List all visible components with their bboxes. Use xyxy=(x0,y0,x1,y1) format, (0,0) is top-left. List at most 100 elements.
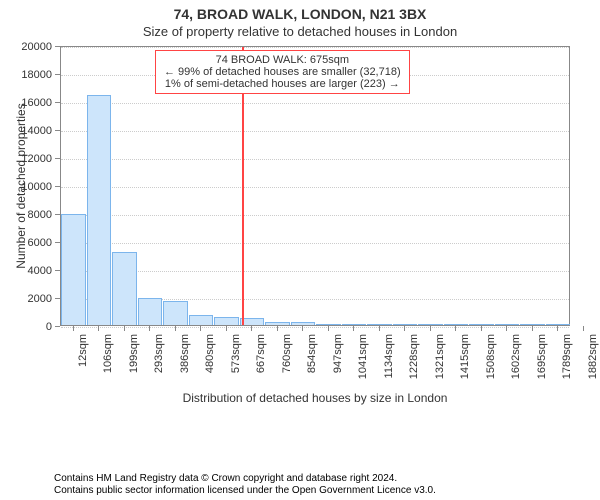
xtick-label: 947sqm xyxy=(332,334,344,394)
bar xyxy=(189,315,214,325)
xtick-mark xyxy=(73,326,74,331)
ytick-label: 10000 xyxy=(0,181,52,193)
gridline xyxy=(61,243,569,244)
ytick-label: 14000 xyxy=(0,125,52,137)
xtick-label: 106sqm xyxy=(102,334,114,394)
bar xyxy=(495,324,520,325)
xtick-mark xyxy=(251,326,252,331)
xtick-label: 1134sqm xyxy=(383,334,395,394)
xtick-mark xyxy=(455,326,456,331)
credit-line1: Contains HM Land Registry data © Crown c… xyxy=(54,473,397,484)
ytick-mark xyxy=(55,270,60,271)
credit-line2: Contains public sector information licen… xyxy=(54,485,436,496)
chart-title: 74, BROAD WALK, LONDON, N21 3BX xyxy=(8,6,592,22)
xtick-mark xyxy=(404,326,405,331)
bar xyxy=(265,322,290,325)
gridline xyxy=(61,187,569,188)
xtick-label: 573sqm xyxy=(230,334,242,394)
xtick-mark xyxy=(302,326,303,331)
ytick-label: 20000 xyxy=(0,41,52,53)
xtick-label: 1695sqm xyxy=(536,334,548,394)
xtick-mark xyxy=(328,326,329,331)
bar xyxy=(291,322,316,325)
xtick-label: 1508sqm xyxy=(485,334,497,394)
xtick-label: 386sqm xyxy=(179,334,191,394)
gridline xyxy=(61,103,569,104)
bar xyxy=(342,324,367,325)
xtick-mark xyxy=(98,326,99,331)
ytick-mark xyxy=(55,186,60,187)
xtick-label: 1882sqm xyxy=(587,334,599,394)
ytick-mark xyxy=(55,298,60,299)
bar xyxy=(87,95,112,325)
xtick-mark xyxy=(277,326,278,331)
bar xyxy=(214,317,239,325)
bar xyxy=(163,301,188,325)
gridline xyxy=(61,131,569,132)
ytick-label: 8000 xyxy=(0,209,52,221)
annotation-line1: 74 BROAD WALK: 675sqm xyxy=(164,54,401,66)
ytick-label: 16000 xyxy=(0,97,52,109)
ytick-mark xyxy=(55,74,60,75)
ytick-mark xyxy=(55,242,60,243)
xtick-mark xyxy=(557,326,558,331)
xtick-mark xyxy=(175,326,176,331)
xtick-label: 1602sqm xyxy=(510,334,522,394)
xtick-mark xyxy=(583,326,584,331)
annotation-box: 74 BROAD WALK: 675sqm ← 99% of detached … xyxy=(155,50,410,94)
xtick-label: 199sqm xyxy=(128,334,140,394)
ytick-mark xyxy=(55,102,60,103)
xtick-mark xyxy=(226,326,227,331)
xtick-label: 480sqm xyxy=(204,334,216,394)
ytick-label: 0 xyxy=(0,321,52,333)
bar xyxy=(393,324,418,325)
gridline xyxy=(61,47,569,48)
xtick-label: 1789sqm xyxy=(561,334,573,394)
xtick-label: 1321sqm xyxy=(434,334,446,394)
ytick-mark xyxy=(55,158,60,159)
annotation-line2: ← 99% of detached houses are smaller (32… xyxy=(164,66,401,78)
xtick-label: 1228sqm xyxy=(408,334,420,394)
xtick-label: 1041sqm xyxy=(357,334,369,394)
bar xyxy=(367,324,392,325)
xtick-mark xyxy=(124,326,125,331)
xtick-mark xyxy=(532,326,533,331)
bar xyxy=(520,324,545,325)
xtick-mark xyxy=(430,326,431,331)
annotation-line3: 1% of semi-detached houses are larger (2… xyxy=(164,78,401,90)
ytick-label: 12000 xyxy=(0,153,52,165)
bar xyxy=(138,298,163,325)
xtick-label: 12sqm xyxy=(77,334,89,394)
xtick-label: 1415sqm xyxy=(459,334,471,394)
gridline xyxy=(61,215,569,216)
bar xyxy=(546,324,571,325)
xtick-label: 760sqm xyxy=(281,334,293,394)
ytick-label: 6000 xyxy=(0,237,52,249)
bar xyxy=(444,324,469,325)
xtick-mark xyxy=(481,326,482,331)
ytick-mark xyxy=(55,326,60,327)
xtick-label: 667sqm xyxy=(255,334,267,394)
xtick-mark xyxy=(506,326,507,331)
bar xyxy=(112,252,137,325)
gridline xyxy=(61,327,569,328)
bar xyxy=(418,324,443,325)
ytick-label: 2000 xyxy=(0,293,52,305)
bar xyxy=(469,324,494,325)
xtick-mark xyxy=(200,326,201,331)
bar xyxy=(316,324,341,325)
xtick-label: 293sqm xyxy=(153,334,165,394)
bar xyxy=(61,214,86,325)
ytick-mark xyxy=(55,214,60,215)
gridline xyxy=(61,271,569,272)
ytick-mark xyxy=(55,130,60,131)
chart-subtitle: Size of property relative to detached ho… xyxy=(8,24,592,39)
ytick-label: 4000 xyxy=(0,265,52,277)
xtick-mark xyxy=(379,326,380,331)
gridline xyxy=(61,159,569,160)
xtick-mark xyxy=(149,326,150,331)
ytick-mark xyxy=(55,46,60,47)
chart-container: 74, BROAD WALK, LONDON, N21 3BX Size of … xyxy=(0,6,600,39)
xtick-label: 854sqm xyxy=(306,334,318,394)
ytick-label: 18000 xyxy=(0,69,52,81)
